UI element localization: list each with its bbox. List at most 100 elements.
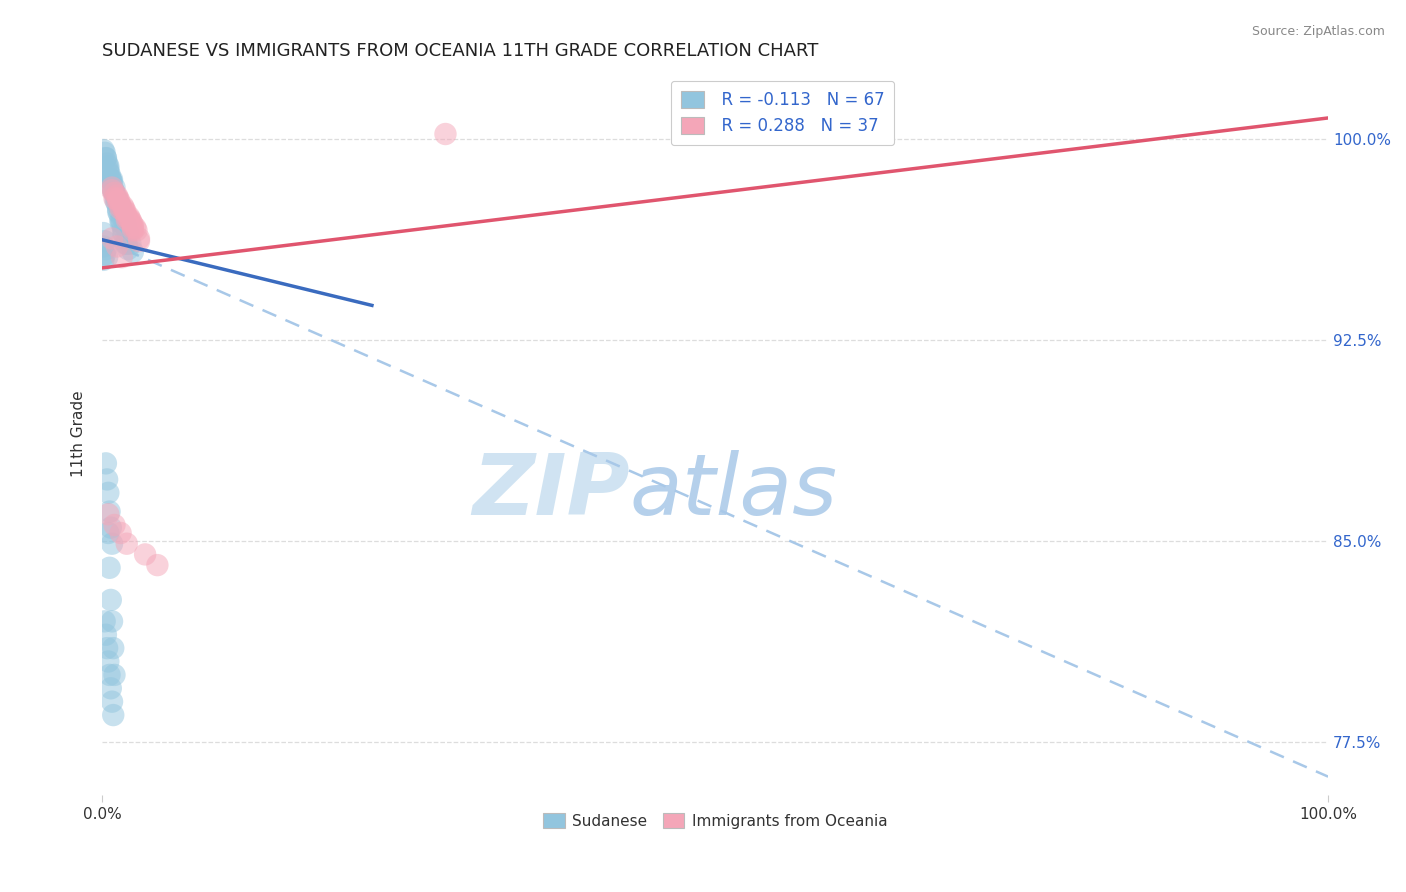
Point	[107, 204, 129, 219]
Point	[110, 199, 132, 213]
Point	[103, 708, 125, 723]
Y-axis label: 11th Grade: 11th Grade	[72, 391, 86, 477]
Point	[121, 215, 143, 229]
Point	[93, 145, 115, 160]
Point	[105, 239, 128, 253]
Point	[110, 199, 132, 213]
Point	[121, 220, 143, 235]
Point	[93, 234, 115, 248]
Point	[97, 161, 120, 176]
Point	[100, 172, 122, 186]
Point	[97, 485, 120, 500]
Point	[118, 210, 141, 224]
Point	[112, 226, 135, 240]
Point	[100, 521, 122, 535]
Point	[103, 180, 125, 194]
Point	[98, 561, 121, 575]
Point	[101, 615, 124, 629]
Point	[111, 250, 134, 264]
Point	[121, 218, 143, 232]
Point	[104, 191, 127, 205]
Point	[100, 172, 122, 186]
Point	[124, 220, 146, 235]
Point	[110, 526, 132, 541]
Point	[96, 472, 118, 486]
Point	[97, 508, 120, 522]
Point	[128, 234, 150, 248]
Point	[103, 183, 125, 197]
Point	[107, 191, 129, 205]
Point	[103, 186, 125, 200]
Point	[115, 212, 138, 227]
Point	[97, 526, 120, 541]
Point	[94, 151, 117, 165]
Point	[93, 615, 115, 629]
Point	[115, 236, 138, 251]
Point	[112, 226, 135, 240]
Point	[112, 220, 135, 235]
Point	[94, 151, 117, 165]
Point	[115, 210, 138, 224]
Point	[112, 207, 135, 221]
Point	[105, 196, 128, 211]
Point	[100, 681, 122, 696]
Point	[96, 641, 118, 656]
Text: Source: ZipAtlas.com: Source: ZipAtlas.com	[1251, 25, 1385, 38]
Legend: Sudanese, Immigrants from Oceania: Sudanese, Immigrants from Oceania	[537, 806, 893, 835]
Point	[101, 180, 124, 194]
Point	[101, 175, 124, 189]
Point	[108, 207, 131, 221]
Point	[93, 247, 115, 261]
Point	[103, 191, 125, 205]
Text: ZIP: ZIP	[472, 450, 630, 533]
Point	[146, 558, 169, 573]
Point	[112, 202, 135, 216]
Point	[98, 167, 121, 181]
Point	[108, 194, 131, 208]
Point	[120, 236, 142, 251]
Point	[121, 244, 143, 259]
Point	[107, 194, 129, 208]
Point	[98, 505, 121, 519]
Point	[134, 548, 156, 562]
Point	[93, 252, 115, 267]
Point	[97, 655, 120, 669]
Point	[93, 143, 115, 157]
Point	[121, 223, 143, 237]
Point	[118, 212, 141, 227]
Point	[94, 242, 117, 256]
Point	[103, 518, 125, 533]
Point	[93, 239, 115, 253]
Point	[101, 231, 124, 245]
Point	[103, 668, 125, 682]
Point	[125, 223, 148, 237]
Point	[112, 199, 135, 213]
Point	[114, 236, 136, 251]
Point	[112, 204, 135, 219]
Point	[93, 226, 115, 240]
Point	[114, 218, 136, 232]
Point	[103, 186, 125, 200]
Point	[103, 641, 125, 656]
Point	[111, 215, 134, 229]
Point	[114, 204, 136, 219]
Point	[105, 191, 128, 205]
Point	[97, 159, 120, 173]
Point	[94, 456, 117, 470]
Point	[103, 183, 125, 197]
Point	[105, 188, 128, 202]
Point	[101, 183, 124, 197]
Point	[96, 250, 118, 264]
Point	[110, 215, 132, 229]
Point	[96, 156, 118, 170]
Point	[110, 202, 132, 216]
Point	[100, 593, 122, 607]
Point	[98, 668, 121, 682]
Point	[101, 172, 124, 186]
Text: atlas: atlas	[630, 450, 838, 533]
Point	[104, 194, 127, 208]
Point	[120, 212, 142, 227]
Point	[114, 231, 136, 245]
Point	[107, 202, 129, 216]
Point	[94, 628, 117, 642]
